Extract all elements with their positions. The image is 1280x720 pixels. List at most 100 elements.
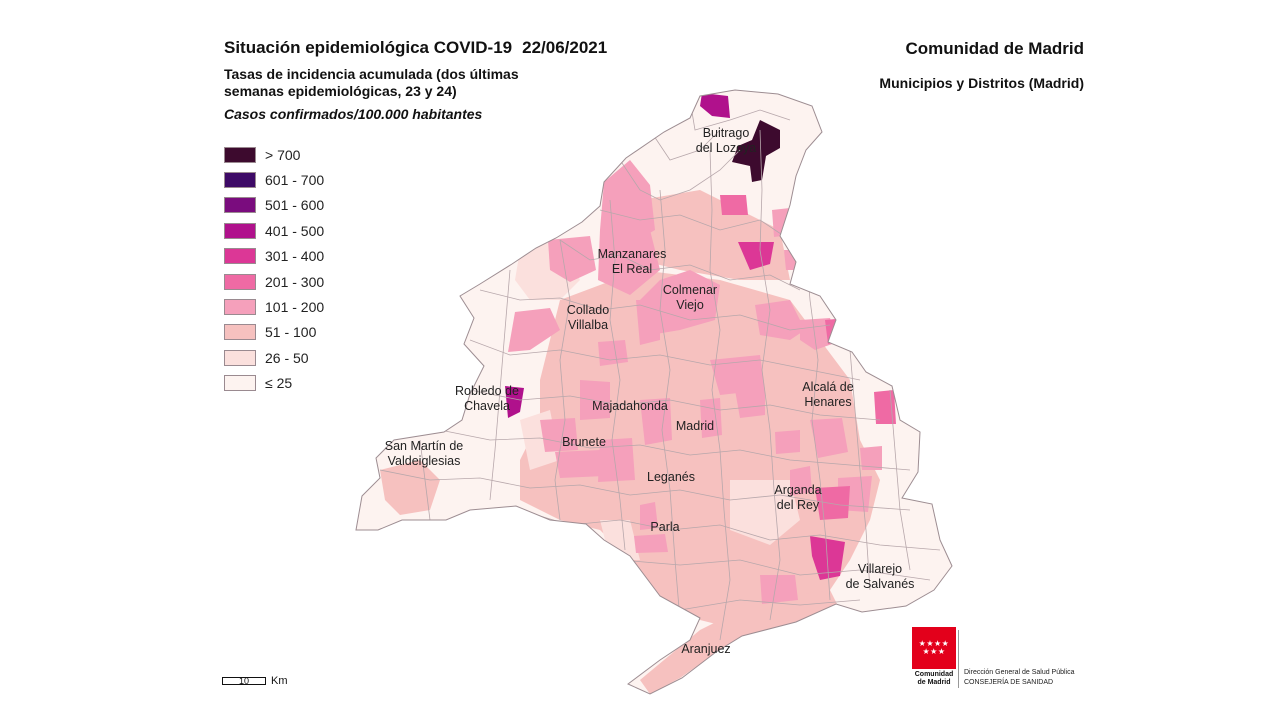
zone-mid-11 [710, 355, 765, 395]
zone-mid-1 [600, 160, 655, 250]
zone-max [732, 120, 780, 182]
logo-name-2: de Madrid [917, 679, 951, 686]
place-name: Colmenar [663, 283, 717, 297]
map-subtitle: Tasas de incidencia acumulada (dos últim… [224, 66, 519, 99]
place-label: San Martín de Valdeiglesias [385, 439, 464, 468]
place-label: Aranjuez [681, 642, 730, 656]
place-name: San Martín de [385, 439, 464, 453]
place-name-2: Henares [804, 395, 851, 409]
place-name: Manzanares [598, 247, 667, 261]
logo-divider [958, 630, 959, 688]
logo-name-1: Comunidad [914, 671, 954, 678]
legend-swatch [224, 349, 256, 366]
place-name: Robledo de [455, 384, 519, 398]
legend-item: 201 - 300 [224, 269, 324, 294]
zone-mid-14 [775, 430, 800, 454]
legend-item: 301 - 400 [224, 244, 324, 269]
place-label: Parla [650, 520, 679, 534]
title-date: 22/06/2021 [522, 38, 608, 57]
place-name: Collado [567, 303, 609, 317]
legend-swatch [224, 197, 256, 214]
zone-mid-16 [555, 450, 605, 478]
zone-mid-19 [790, 466, 812, 496]
zone-southwest [380, 460, 440, 515]
zone-extreme-1 [700, 93, 730, 118]
zone-mid-25 [784, 250, 802, 270]
legend-swatch [224, 146, 256, 163]
flag-icon: ★★★★ ★★★ [912, 627, 956, 669]
scale-bar-box: 10 [222, 677, 266, 686]
legend-item: 51 - 100 [224, 320, 324, 345]
comunidad-madrid-logo: ★★★★ ★★★ Comunidad de Madrid [910, 627, 958, 689]
zone-light-2 [730, 480, 800, 545]
place-label: Majadahonda [592, 399, 668, 413]
place-label: Leganés [647, 470, 695, 484]
map-fill [356, 90, 952, 694]
place-label: Villarejo de Salvanés [846, 562, 915, 591]
legend-label: > 700 [265, 146, 301, 163]
zone-mid-20 [860, 446, 882, 470]
place-name-2: Valdeiglesias [388, 454, 461, 468]
department-line-2: CONSEJERÍA DE SANIDAD [964, 679, 1054, 686]
legend-swatch [224, 299, 256, 316]
legend-swatch [224, 248, 256, 265]
map-units: Casos confirmados/100.000 habitantes [224, 106, 483, 122]
zone-mid-9 [640, 398, 672, 445]
place-name: Madrid [676, 419, 714, 433]
place-label: Buitrago del Lozoya [696, 126, 757, 155]
place-name: Villarejo [858, 562, 902, 576]
place-label: Arganda del Rey [774, 483, 821, 512]
legend-item: ≤ 25 [224, 371, 324, 396]
legend-item: 401 - 500 [224, 218, 324, 243]
zone-mid-17 [598, 438, 635, 482]
legend-label: 26 - 50 [265, 349, 309, 366]
zone-mid-4 [508, 308, 560, 352]
place-label: Madrid [676, 419, 714, 433]
place-label: Manzanares El Real [598, 247, 667, 276]
legend-label: 101 - 200 [265, 299, 325, 316]
legend-label: 51 - 100 [265, 324, 317, 341]
zone-mid-6 [598, 340, 628, 366]
place-name: Majadahonda [592, 399, 668, 413]
logo-name: Comunidad de Madrid [910, 671, 958, 687]
municipal-boundaries [379, 99, 941, 641]
zone-mid-23 [640, 502, 658, 530]
stars-icon: ★★★★ ★★★ [918, 639, 950, 656]
place-name-2: de Salvanés [846, 577, 915, 591]
legend-item: 501 - 600 [224, 193, 324, 218]
place-name: Aranjuez [681, 642, 730, 656]
zone-extreme-2 [505, 386, 524, 418]
title-text: Situación epidemiológica COVID-19 [224, 38, 513, 57]
legend-item: 101 - 200 [224, 294, 324, 319]
zone-mid-13 [810, 418, 848, 458]
place-label: Brunete [562, 435, 606, 449]
place-name-2: El Real [612, 262, 652, 276]
place-name-2: Viejo [676, 298, 704, 312]
legend-swatch [224, 324, 256, 341]
place-name-2: del Rey [777, 498, 820, 512]
legend-item: 601 - 700 [224, 167, 324, 192]
legend-label: 201 - 300 [265, 273, 325, 290]
legend-label: 501 - 600 [265, 197, 325, 214]
place-name: Parla [650, 520, 679, 534]
zone-mid-18 [760, 575, 798, 604]
zone-mid-22 [634, 534, 668, 553]
department-line-1: Dirección General de Salud Pública [964, 669, 1075, 676]
legend-label: 601 - 700 [265, 172, 325, 189]
place-label: Collado Villalba [567, 303, 609, 332]
place-name: Arganda [774, 483, 821, 497]
legend: > 700 601 - 700 501 - 600 401 - 500 301 … [224, 142, 324, 396]
zone-majadahonda [580, 380, 610, 420]
legend-label: 401 - 500 [265, 222, 325, 239]
legend-item: 26 - 50 [224, 345, 324, 370]
legend-swatch [224, 375, 256, 392]
legend-label: 301 - 400 [265, 248, 325, 265]
scale-bar: 10 Km [222, 675, 288, 687]
zone-high-4 [815, 486, 850, 520]
place-name: Leganés [647, 470, 695, 484]
region-outline [355, 89, 953, 695]
place-name-2: Villalba [568, 318, 608, 332]
region-title: Comunidad de Madrid [905, 39, 1085, 58]
scale-unit: Km [271, 675, 288, 687]
